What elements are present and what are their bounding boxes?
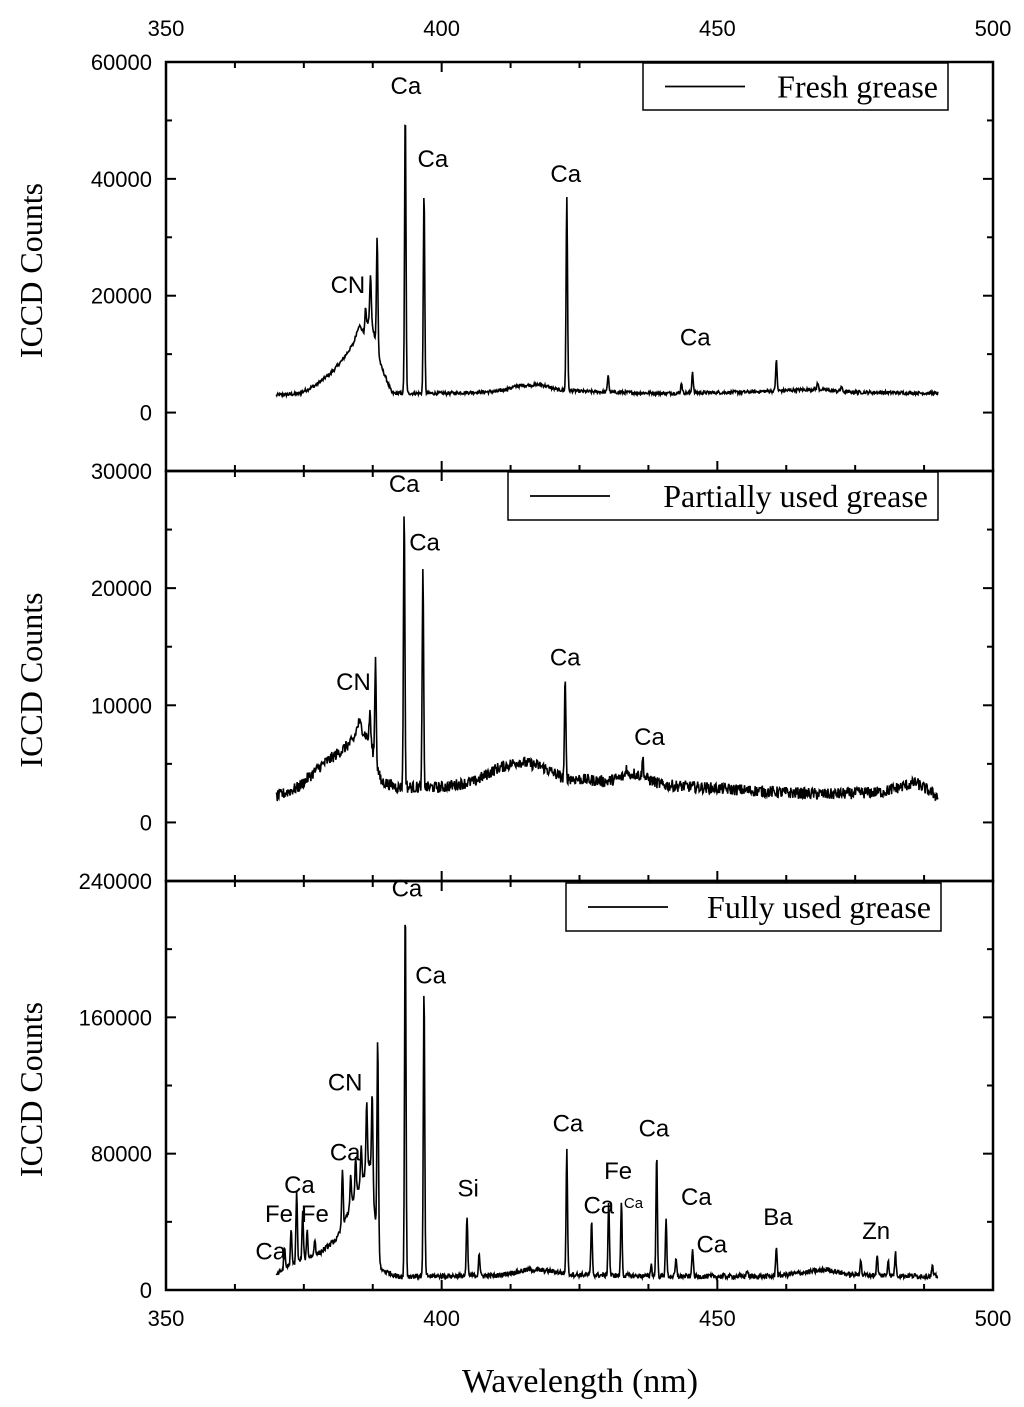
y-tick-label: 160000 xyxy=(79,1005,152,1030)
y-axis-label: ICCD Counts xyxy=(13,1002,49,1177)
peak-annotation: Ca xyxy=(418,146,449,173)
peak-annotation: Ca xyxy=(550,161,581,188)
peak-annotation: CN xyxy=(331,272,366,299)
x-axis-label: Wavelength (nm) xyxy=(462,1363,698,1400)
peak-annotation: Fe xyxy=(301,1201,329,1228)
peak-annotation: Ca xyxy=(255,1238,286,1265)
y-axis-label: ICCD Counts xyxy=(13,592,49,767)
x-tick-label-bottom: 450 xyxy=(699,1306,736,1331)
peak-annotation: Ba xyxy=(763,1204,793,1231)
y-tick-label: 20000 xyxy=(91,576,152,601)
panel-partially-used-grease: 0 10000 20000 30000 ICCD Counts Ca Ca Ca CN Ca Par… xyxy=(13,459,995,883)
peak-annotation: Ca xyxy=(390,73,421,100)
spectrum-line-2 xyxy=(275,924,939,1282)
peak-annotation: CN xyxy=(328,1070,363,1097)
peak-annotation: Ca xyxy=(696,1232,727,1259)
y-tick-label: 0 xyxy=(140,1278,152,1303)
peak-annotation: Ca xyxy=(639,1116,670,1143)
x-tick-label-bottom: 400 xyxy=(423,1306,460,1331)
peak-annotation: Fe xyxy=(604,1158,632,1185)
peak-annotation: Zn xyxy=(862,1218,890,1245)
y-tick-label: 10000 xyxy=(91,693,152,718)
x-tick-label-top: 450 xyxy=(699,16,736,41)
peak-annotation: Ca xyxy=(409,530,440,557)
y-axis-label: ICCD Counts xyxy=(13,183,49,358)
legend-label: Fully used grease xyxy=(707,889,931,925)
peak-annotation: Fe xyxy=(265,1201,293,1228)
peak-annotation: Ca xyxy=(553,1111,584,1138)
peak-annotation: Ca xyxy=(330,1139,361,1166)
y-tick-label: 0 xyxy=(140,810,152,835)
peak-annotation: Ca xyxy=(550,644,581,671)
y-tick-label: 20000 xyxy=(91,284,152,309)
x-tick-label-bottom: 350 xyxy=(148,1306,185,1331)
y-tick-label: 240000 xyxy=(79,869,152,894)
peak-annotation: Ca xyxy=(284,1172,315,1199)
spectrum-line-0 xyxy=(275,124,939,399)
y-tick-label: 40000 xyxy=(91,167,152,192)
legend-label: Partially used grease xyxy=(663,478,928,514)
x-tick-label-top: 500 xyxy=(975,16,1012,41)
y-tick-label: 80000 xyxy=(91,1142,152,1167)
peak-annotation: Ca xyxy=(389,471,420,498)
y-tick-label: 60000 xyxy=(91,50,152,75)
peak-annotation: CN xyxy=(336,669,371,696)
peak-annotation: Ca xyxy=(634,724,665,751)
y-tick-label: 0 xyxy=(140,401,152,426)
spectrum-line-1 xyxy=(275,516,939,802)
peak-annotation: Ca xyxy=(583,1192,614,1219)
peak-annotation: Ca xyxy=(624,1195,644,1212)
peak-annotation: Ca xyxy=(392,875,423,902)
peak-annotation: Ca xyxy=(681,1184,712,1211)
x-tick-label-top: 400 xyxy=(423,16,460,41)
peak-annotation: Si xyxy=(457,1175,478,1202)
x-tick-label-bottom: 500 xyxy=(975,1306,1012,1331)
y-tick-label: 30000 xyxy=(91,459,152,484)
peak-annotation: Ca xyxy=(415,962,446,989)
peak-annotation: Ca xyxy=(680,324,711,351)
legend-label: Fresh grease xyxy=(777,69,938,105)
x-tick-label-top: 350 xyxy=(148,16,185,41)
